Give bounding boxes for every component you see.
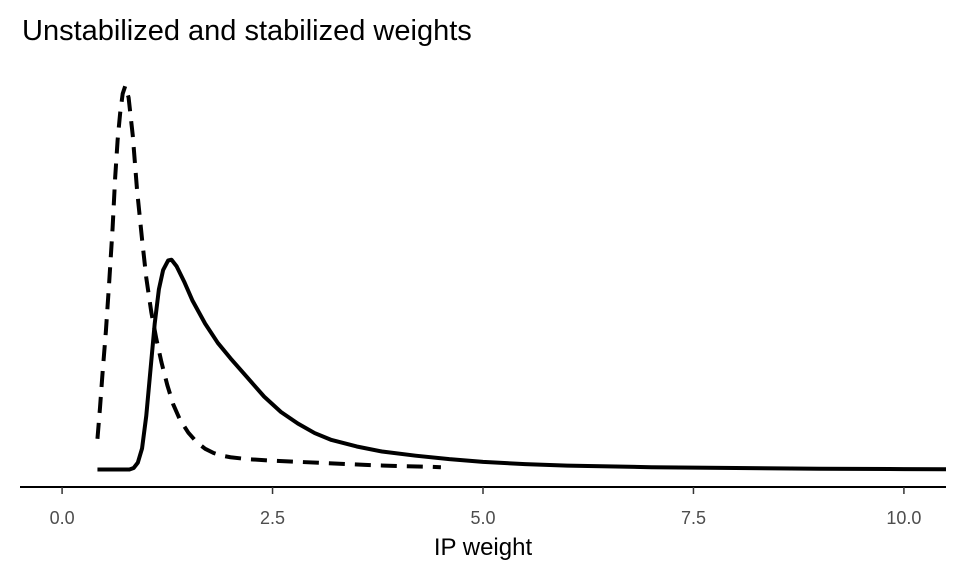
x-tick-label: 10.0 (886, 508, 921, 528)
x-tick-label: 5.0 (470, 508, 495, 528)
x-axis-ticks: 0.0 2.5 5.0 7.5 10.0 (50, 487, 921, 528)
chart-title: Unstabilized and stabilized weights (22, 15, 472, 47)
series-layer (95, 84, 947, 472)
stabilized-weights-line (97, 257, 947, 472)
x-tick-label: 2.5 (260, 508, 285, 528)
x-tick-label: 7.5 (681, 508, 706, 528)
x-axis-title: IP weight (434, 534, 533, 561)
x-tick-label: 0.0 (50, 508, 75, 528)
